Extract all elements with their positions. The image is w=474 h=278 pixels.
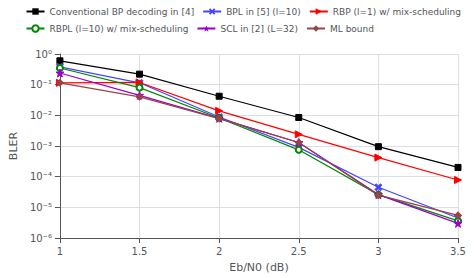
svg-text:2.5: 2.5 (291, 246, 307, 257)
svg-text:Conventional BP decoding in [4: Conventional BP decoding in [4] (50, 7, 195, 17)
svg-text:3.5: 3.5 (450, 246, 466, 257)
svg-text:10⁻²: 10⁻² (30, 110, 52, 121)
svg-text:BPL in [5] (l=10): BPL in [5] (l=10) (226, 7, 301, 17)
svg-text:1: 1 (57, 246, 63, 257)
svg-text:Eb/N0 (dB): Eb/N0 (dB) (229, 261, 288, 274)
svg-text:SCL in [2] (L=32): SCL in [2] (L=32) (220, 24, 298, 34)
svg-text:RBPL (l=10) w/ mix-scheduling: RBPL (l=10) w/ mix-scheduling (50, 24, 189, 34)
svg-text:BLER: BLER (7, 132, 20, 161)
svg-text:10⁻⁵: 10⁻⁵ (30, 202, 52, 213)
svg-text:3: 3 (375, 246, 381, 257)
svg-text:1.5: 1.5 (132, 246, 148, 257)
svg-text:2: 2 (216, 246, 222, 257)
svg-text:10⁰: 10⁰ (35, 49, 52, 60)
svg-text:RBP (l=1) w/ mix-scheduling: RBP (l=1) w/ mix-scheduling (333, 7, 461, 17)
svg-text:10⁻¹: 10⁻¹ (30, 79, 52, 90)
svg-text:10⁻⁴: 10⁻⁴ (30, 171, 52, 182)
svg-text:10⁻³: 10⁻³ (30, 141, 52, 152)
svg-text:10⁻⁶: 10⁻⁶ (30, 233, 52, 244)
svg-text:ML bound: ML bound (330, 24, 374, 34)
